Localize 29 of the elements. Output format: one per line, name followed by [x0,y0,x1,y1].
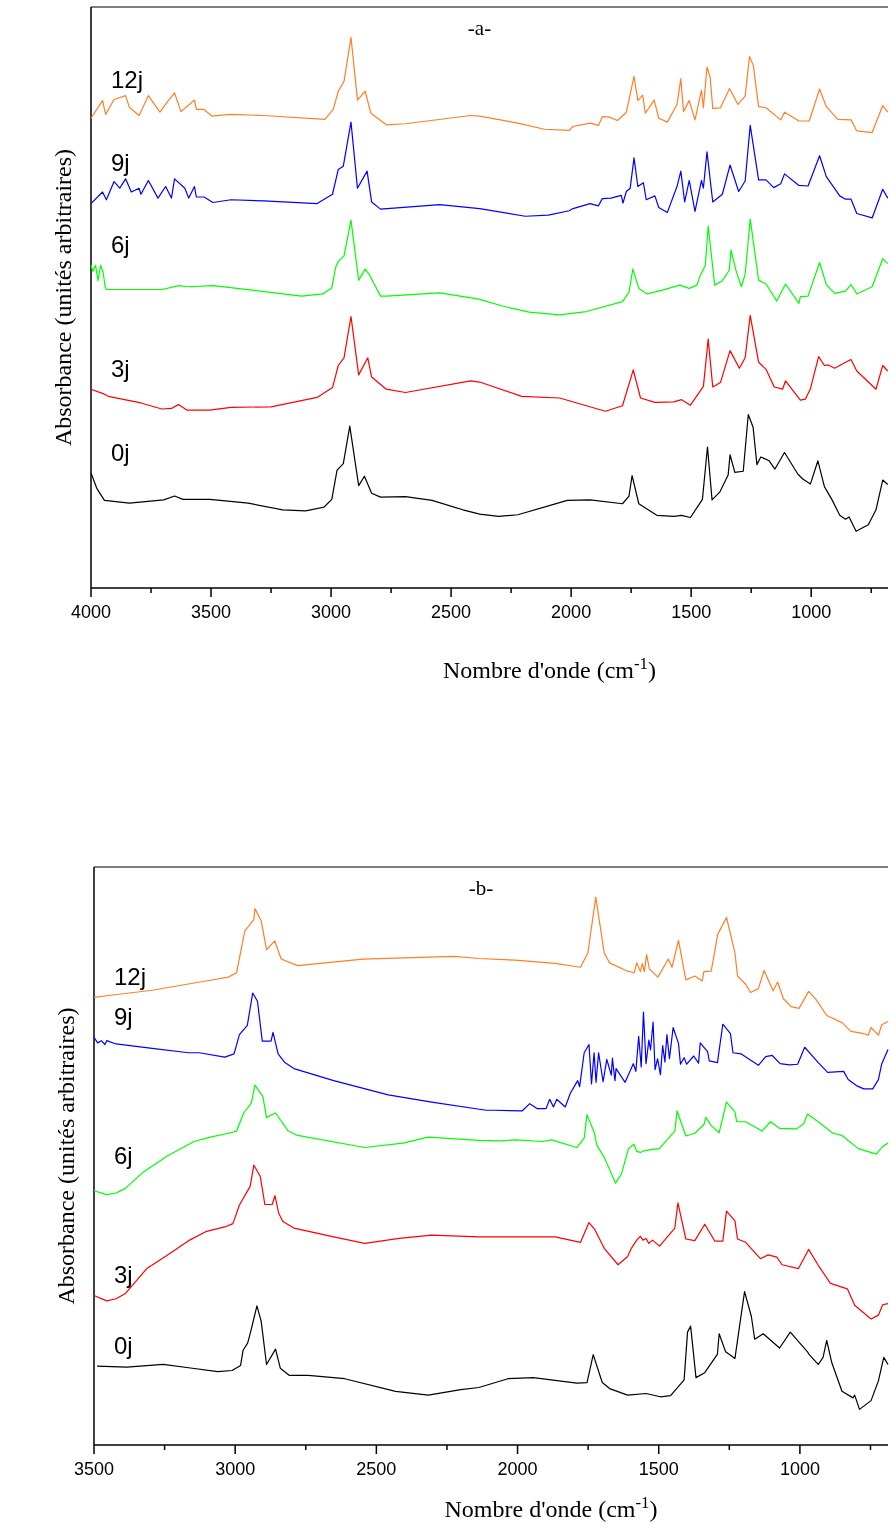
x-axis-title: Nombre d'onde (cm$^{-1}$) [444,1492,658,1522]
series-label: 3j [114,1261,133,1289]
series-label: 9j [111,148,130,176]
x-tick-label: 1000 [791,602,832,622]
x-tick-label: 1500 [671,602,712,622]
x-tick-label: 2500 [431,602,472,622]
x-tick-label: 2500 [356,1459,397,1479]
x-axis-title: Nombre d'onde (cm$^{-1}$) [443,653,656,683]
chart-title: -b- [468,876,494,900]
x-tick-label: 3000 [215,1459,256,1479]
series-label: 0j [111,438,130,466]
series-label: 0j [114,1332,133,1360]
x-tick-label: 3500 [73,1459,115,1479]
x-tick-label: 1500 [638,1459,679,1479]
y-axis-title: Absorbance (unités arbitraires) [50,148,76,447]
series-label: 3j [111,355,130,383]
x-tick-label: 1000 [779,1459,820,1479]
x-tick-label: 2000 [497,1459,538,1479]
series-label: 9j [114,1003,133,1031]
x-tick-label: 2000 [551,602,592,622]
series-label: 6j [114,1142,133,1170]
chart-title: -a- [467,16,492,40]
series-label: 6j [111,231,130,259]
series-label: 12j [111,65,144,93]
y-axis-title: Absorbance (unités arbitraires) [53,1007,79,1305]
series-label: 12j [114,963,147,991]
x-tick-label: 3000 [311,602,352,622]
x-tick-label: 3500 [191,602,232,622]
x-tick-label: 4000 [70,602,112,622]
